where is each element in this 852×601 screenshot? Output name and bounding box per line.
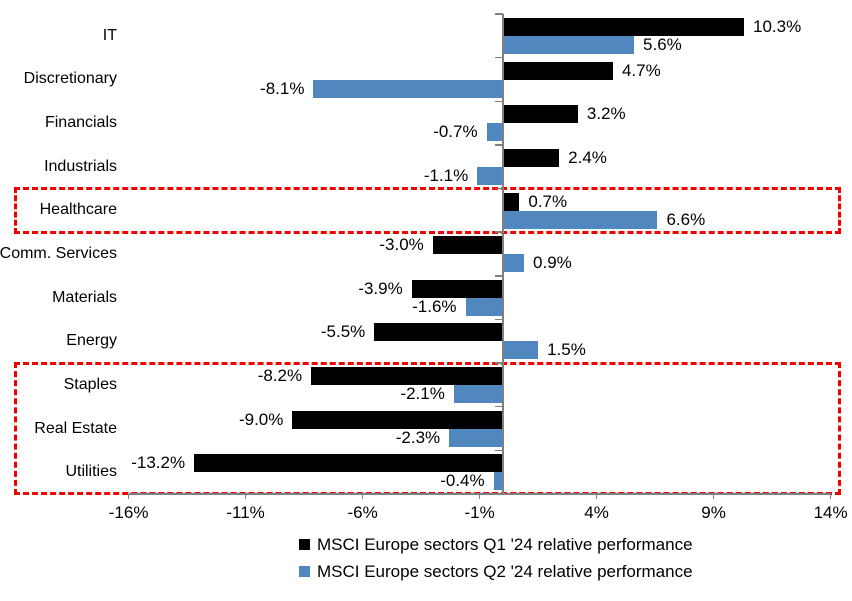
- y-axis-tick: [495, 493, 503, 495]
- x-tick-label--16: -16%: [108, 503, 149, 522]
- category-label-staples: Staples: [63, 375, 117, 393]
- bar-value-label: -1.1%: [423, 165, 469, 185]
- x-tick-label-4: 4%: [584, 503, 609, 522]
- bar-value-label: -1.6%: [412, 296, 457, 316]
- y-axis-tick: [495, 13, 503, 15]
- bar-q2-it: [503, 36, 635, 54]
- bar-value-label: 0.7%: [528, 191, 568, 211]
- y-axis-line: [502, 14, 504, 494]
- x-axis-tick: [361, 494, 364, 499]
- bar-value-label: -0.4%: [440, 471, 485, 491]
- bar-value-label: -8.1%: [260, 78, 305, 98]
- bar-q1-utilities: [194, 454, 503, 473]
- bar-q2-energy: [503, 341, 539, 360]
- category-label-utilities: Utilities: [65, 463, 117, 481]
- legend-swatch-q1-icon: [299, 539, 310, 550]
- bar-value-label: 2.4%: [568, 147, 607, 167]
- y-axis-tick: [495, 144, 503, 146]
- x-tick-label--11: -11%: [226, 503, 265, 522]
- y-axis-tick: [495, 275, 503, 277]
- bar-q1-comm-services: [432, 236, 503, 255]
- category-label-industrials: Industrials: [44, 157, 117, 175]
- bar-q1-healthcare: [503, 192, 520, 211]
- x-tick-label-9: 9%: [701, 503, 726, 522]
- category-label-it: IT: [102, 26, 117, 44]
- x-tick-label--6: -6%: [347, 503, 378, 522]
- bar-q1-industrials: [503, 148, 560, 167]
- bar-value-label: -5.5%: [320, 322, 366, 342]
- bar-value-label: -13.2%: [131, 453, 186, 473]
- bar-q2-comm-services: [503, 254, 525, 273]
- y-axis-tick: [495, 231, 503, 233]
- x-axis-tick: [712, 494, 715, 499]
- bar-value-label: -2.3%: [395, 427, 441, 447]
- x-tick-label-14: 14%: [813, 503, 848, 522]
- legend-label-q2: MSCI Europe sectors Q2 '24 relative perf…: [317, 561, 693, 581]
- x-axis-tick: [127, 494, 130, 499]
- bar-q1-discretionary: [503, 61, 613, 80]
- x-axis-tick: [244, 494, 247, 499]
- bar-value-label: 3.2%: [586, 104, 626, 124]
- bar-value-label: 0.9%: [533, 253, 572, 273]
- bar-value-label: -0.7%: [433, 122, 478, 142]
- y-axis-tick: [495, 405, 503, 408]
- bar-value-label: 4.7%: [621, 60, 661, 80]
- bar-value-label: -9.0%: [238, 409, 284, 429]
- bar-q2-materials: [465, 297, 503, 316]
- bar-q2-discretionary: [313, 79, 503, 98]
- bar-q2-industrials: [477, 166, 503, 185]
- bar-q2-real-estate: [449, 428, 503, 447]
- x-axis-tick: [829, 494, 832, 499]
- legend-label-q1: MSCI Europe sectors Q1 '24 relative perf…: [317, 534, 693, 554]
- category-label-financials: Financials: [44, 114, 117, 132]
- y-axis-tick: [495, 56, 503, 59]
- bar-q2-healthcare: [503, 210, 658, 229]
- bar-q2-financials: [486, 123, 503, 142]
- bar-value-label: -3.9%: [358, 278, 403, 298]
- category-label-discretionary: Discretionary: [23, 70, 117, 88]
- bar-q2-utilities: [493, 472, 503, 491]
- legend-swatch-q2-icon: [299, 566, 310, 577]
- y-axis-tick: [495, 318, 503, 321]
- y-axis-tick: [495, 187, 503, 190]
- category-label-energy: Energy: [66, 332, 117, 350]
- category-label-comm-services: Comm. Services: [0, 244, 117, 262]
- category-label-materials: Materials: [52, 288, 117, 306]
- y-axis-tick: [495, 449, 503, 452]
- x-tick-label--1: -1%: [464, 503, 495, 522]
- bar-q1-staples: [311, 367, 503, 386]
- bar-value-label: -3.0%: [379, 235, 424, 255]
- category-label-healthcare: Healthcare: [39, 201, 117, 219]
- bar-q1-real-estate: [292, 410, 503, 429]
- bar-value-label: 5.6%: [643, 35, 682, 54]
- bar-q1-it: [503, 18, 745, 36]
- y-axis-tick: [495, 100, 503, 103]
- bar-value-label: 1.5%: [547, 340, 586, 360]
- bar-value-label: -2.1%: [400, 384, 445, 404]
- bar-value-label: 6.6%: [666, 209, 706, 229]
- legend-item-q1: MSCI Europe sectors Q1 '24 relative perf…: [299, 534, 693, 555]
- bar-value-label: 10.3%: [753, 17, 802, 36]
- x-axis-tick: [478, 494, 481, 499]
- highlight-box-healthcare-box: [14, 187, 841, 234]
- bar-q2-staples: [453, 385, 503, 404]
- category-label-real-estate: Real Estate: [34, 419, 117, 437]
- bar-q1-financials: [503, 105, 578, 124]
- bar-q1-energy: [374, 323, 503, 342]
- legend: MSCI Europe sectors Q1 '24 relative perf…: [299, 534, 693, 582]
- x-axis-tick: [595, 494, 598, 499]
- legend-item-q2: MSCI Europe sectors Q2 '24 relative perf…: [299, 561, 693, 582]
- y-axis-tick: [495, 362, 503, 364]
- bar-q1-materials: [411, 279, 503, 298]
- bar-value-label: -8.2%: [257, 366, 303, 386]
